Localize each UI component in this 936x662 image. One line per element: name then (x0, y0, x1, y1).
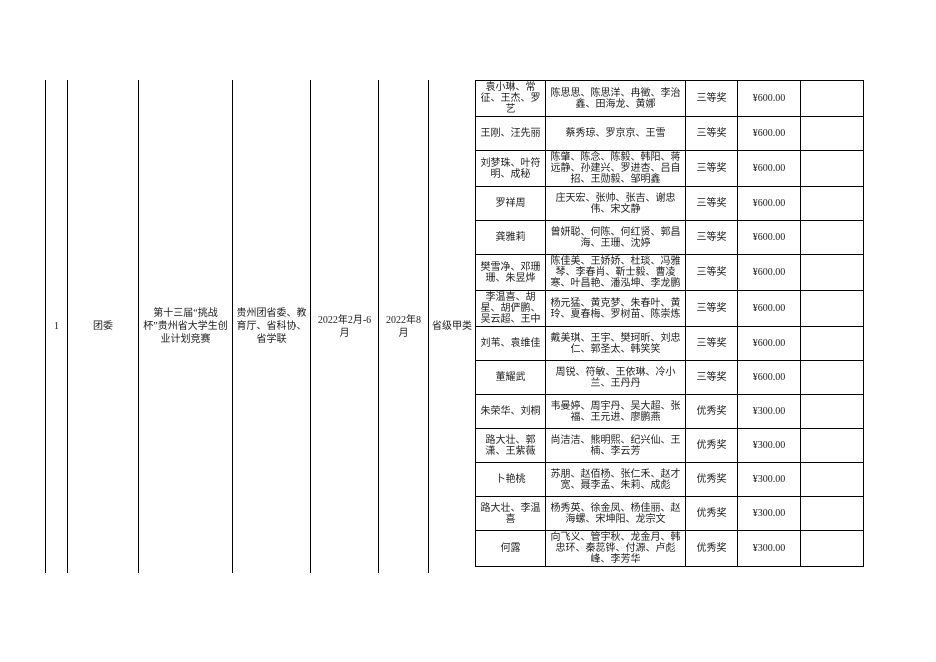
table-row: 李温喜、胡星、胡俨鹏、吴云超、王中 杨元猛、黄克梦、朱春叶、黄玲、夏春梅、罗树苗、… (475, 290, 864, 327)
award-level-cell: 三等奖 (685, 116, 738, 151)
remark-cell (800, 80, 864, 117)
award-level-cell: 优秀奖 (685, 428, 738, 463)
remark-cell (800, 326, 864, 361)
team-leaders-cell: 刘梦珠、叶符明、成秘 (475, 150, 546, 187)
team-members-cell: 蔡秀琼、罗京京、王雪 (545, 116, 686, 151)
remark-cell (800, 428, 864, 463)
competition-level-cell: 省级甲类 (428, 80, 475, 573)
amount-cell: ¥600.00 (737, 360, 801, 395)
table-row: 路大壮、郭潇、王紫薇 尚洁洁、熊明熙、纪兴仙、王楠、李云芳 优秀奖 ¥300.00 (475, 428, 864, 463)
remark-cell (800, 360, 864, 395)
awards-grid-body: 袁小琳、常征、王杰、罗艺 陈思思、陈思洋、冉徵、李治鑫、田海龙、黄娜 三等奖 ¥600… (475, 80, 864, 567)
amount-cell: ¥600.00 (737, 80, 801, 117)
serial-number-cell: 1 (45, 80, 67, 573)
remark-cell (800, 116, 864, 151)
organizer-cell: 贵州团省委、教育厅、省科协、省学联 (232, 80, 310, 573)
amount-cell: ¥300.00 (737, 428, 801, 463)
remark-cell (800, 462, 864, 497)
table-row: 刘梦珠、叶符明、成秘 陈肇、陈念、陈毅、韩阳、蒋远静、孙建兴、罗进杏、吕自招、王勋… (475, 150, 864, 187)
team-leaders-cell: 李温喜、胡星、胡俨鹏、吴云超、王中 (475, 290, 546, 327)
competition-name-cell: 第十三届“挑战杯”贵州省大学生创业计划竞赛 (138, 80, 232, 573)
team-members-cell: 周锐、符敏、王依琳、冷小兰、王丹丹 (545, 360, 686, 395)
table-row: 龚雅莉 曾妍聪、何陈、何红贤、郭昌海、王珊、沈婷 三等奖 ¥600.00 (475, 220, 864, 255)
remark-cell (800, 254, 864, 291)
table-row: 朱荣华、刘桐 韦曼婷、周宇丹、吴大超、张福、王元进、廖鹏燕 优秀奖 ¥300.00 (475, 394, 864, 429)
table-row: 刘苇、袁维佳 戴美琪、王宇、樊珂昕、刘忠仁、郭圣太、韩笑笑 三等奖 ¥600.00 (475, 326, 864, 361)
amount-cell: ¥600.00 (737, 326, 801, 361)
award-level-cell: 优秀奖 (685, 530, 738, 567)
team-leaders-cell: 朱荣华、刘桐 (475, 394, 546, 429)
remark-cell (800, 186, 864, 221)
competition-period-cell: 2022年2月-6月 (310, 80, 378, 573)
team-leaders-cell: 樊雪净、邓珊珊、朱昱烨 (475, 254, 546, 291)
team-leaders-cell: 董耀武 (475, 360, 546, 395)
amount-cell: ¥600.00 (737, 290, 801, 327)
team-members-cell: 尚洁洁、熊明熙、纪兴仙、王楠、李云芳 (545, 428, 686, 463)
team-members-cell: 庄天宏、张帅、张吉、谢忠伟、宋文静 (545, 186, 686, 221)
team-leaders-cell: 路大壮、李温喜 (475, 496, 546, 531)
table-row: 卜艳桃 苏朋、赵佰杨、张仁禾、赵才宽、聂李孟、朱莉、成彪 优秀奖 ¥300.00 (475, 462, 864, 497)
amount-cell: ¥600.00 (737, 220, 801, 255)
team-members-cell: 陈肇、陈念、陈毅、韩阳、蒋远静、孙建兴、罗进杏、吕自招、王勋毅、邹明鑫 (545, 150, 686, 187)
table-row: 袁小琳、常征、王杰、罗艺 陈思思、陈思洋、冉徵、李治鑫、田海龙、黄娜 三等奖 ¥600… (475, 80, 864, 117)
award-level-cell: 优秀奖 (685, 496, 738, 531)
table-row: 罗祥周 庄天宏、张帅、张吉、谢忠伟、宋文静 三等奖 ¥600.00 (475, 186, 864, 221)
team-leaders-cell: 罗祥周 (475, 186, 546, 221)
team-leaders-cell: 何露 (475, 530, 546, 567)
amount-cell: ¥300.00 (737, 462, 801, 497)
remark-cell (800, 290, 864, 327)
award-level-cell: 三等奖 (685, 254, 738, 291)
remark-cell (800, 496, 864, 531)
remark-cell (800, 394, 864, 429)
team-leaders-cell: 王刚、汪先丽 (475, 116, 546, 151)
team-members-cell: 向飞义、管宇秋、龙金月、韩忠环、秦蕊铧、付源、卢彪峰、李芳华 (545, 530, 686, 567)
award-level-cell: 优秀奖 (685, 462, 738, 497)
awards-grid: 袁小琳、常征、王杰、罗艺 陈思思、陈思洋、冉徵、李治鑫、田海龙、黄娜 三等奖 ¥600… (475, 80, 864, 567)
table-row: 樊雪净、邓珊珊、朱昱烨 陈佳美、王娇娇、杜琰、冯雅琴、李春肖、靳士毅、曹凌寒、叶昌… (475, 254, 864, 291)
award-level-cell: 优秀奖 (685, 394, 738, 429)
amount-cell: ¥600.00 (737, 116, 801, 151)
team-members-cell: 戴美琪、王宇、樊珂昕、刘忠仁、郭圣太、韩笑笑 (545, 326, 686, 361)
team-members-cell: 苏朋、赵佰杨、张仁禾、赵才宽、聂李孟、朱莉、成彪 (545, 462, 686, 497)
team-members-cell: 曾妍聪、何陈、何红贤、郭昌海、王珊、沈婷 (545, 220, 686, 255)
amount-cell: ¥600.00 (737, 150, 801, 187)
team-members-cell: 陈思思、陈思洋、冉徵、李治鑫、田海龙、黄娜 (545, 80, 686, 117)
amount-cell: ¥300.00 (737, 530, 801, 567)
award-level-cell: 三等奖 (685, 290, 738, 327)
remark-cell (800, 220, 864, 255)
award-level-cell: 三等奖 (685, 186, 738, 221)
team-members-cell: 韦曼婷、周宇丹、吴大超、张福、王元进、廖鹏燕 (545, 394, 686, 429)
team-members-cell: 杨元猛、黄克梦、朱春叶、黄玲、夏春梅、罗树苗、陈崇炼 (545, 290, 686, 327)
table-row: 何露 向飞义、管宇秋、龙金月、韩忠环、秦蕊铧、付源、卢彪峰、李芳华 优秀奖 ¥300.… (475, 530, 864, 567)
team-members-cell: 陈佳美、王娇娇、杜琰、冯雅琴、李春肖、靳士毅、曹凌寒、叶昌艳、潘泓坤、李龙鹏 (545, 254, 686, 291)
award-level-cell: 三等奖 (685, 220, 738, 255)
amount-cell: ¥300.00 (737, 394, 801, 429)
award-level-cell: 三等奖 (685, 150, 738, 187)
remark-cell (800, 530, 864, 567)
team-members-cell: 杨秀英、徐金凤、杨佳丽、赵海螺、宋坤阳、龙宗文 (545, 496, 686, 531)
table-row: 董耀武 周锐、符敏、王依琳、冷小兰、王丹丹 三等奖 ¥600.00 (475, 360, 864, 395)
table-row: 路大壮、李温喜 杨秀英、徐金凤、杨佳丽、赵海螺、宋坤阳、龙宗文 优秀奖 ¥300.00 (475, 496, 864, 531)
team-leaders-cell: 袁小琳、常征、王杰、罗艺 (475, 80, 546, 117)
remark-cell (800, 150, 864, 187)
award-date-cell: 2022年8月 (378, 80, 428, 573)
team-leaders-cell: 卜艳桃 (475, 462, 546, 497)
award-level-cell: 三等奖 (685, 326, 738, 361)
amount-cell: ¥300.00 (737, 496, 801, 531)
team-leaders-cell: 刘苇、袁维佳 (475, 326, 546, 361)
award-level-cell: 三等奖 (685, 80, 738, 117)
amount-cell: ¥600.00 (737, 254, 801, 291)
amount-cell: ¥600.00 (737, 186, 801, 221)
team-leaders-cell: 路大壮、郭潇、王紫薇 (475, 428, 546, 463)
team-leaders-cell: 龚雅莉 (475, 220, 546, 255)
award-level-cell: 三等奖 (685, 360, 738, 395)
table-row: 王刚、汪先丽 蔡秀琼、罗京京、王雪 三等奖 ¥600.00 (475, 116, 864, 151)
department-cell: 团委 (67, 80, 138, 573)
